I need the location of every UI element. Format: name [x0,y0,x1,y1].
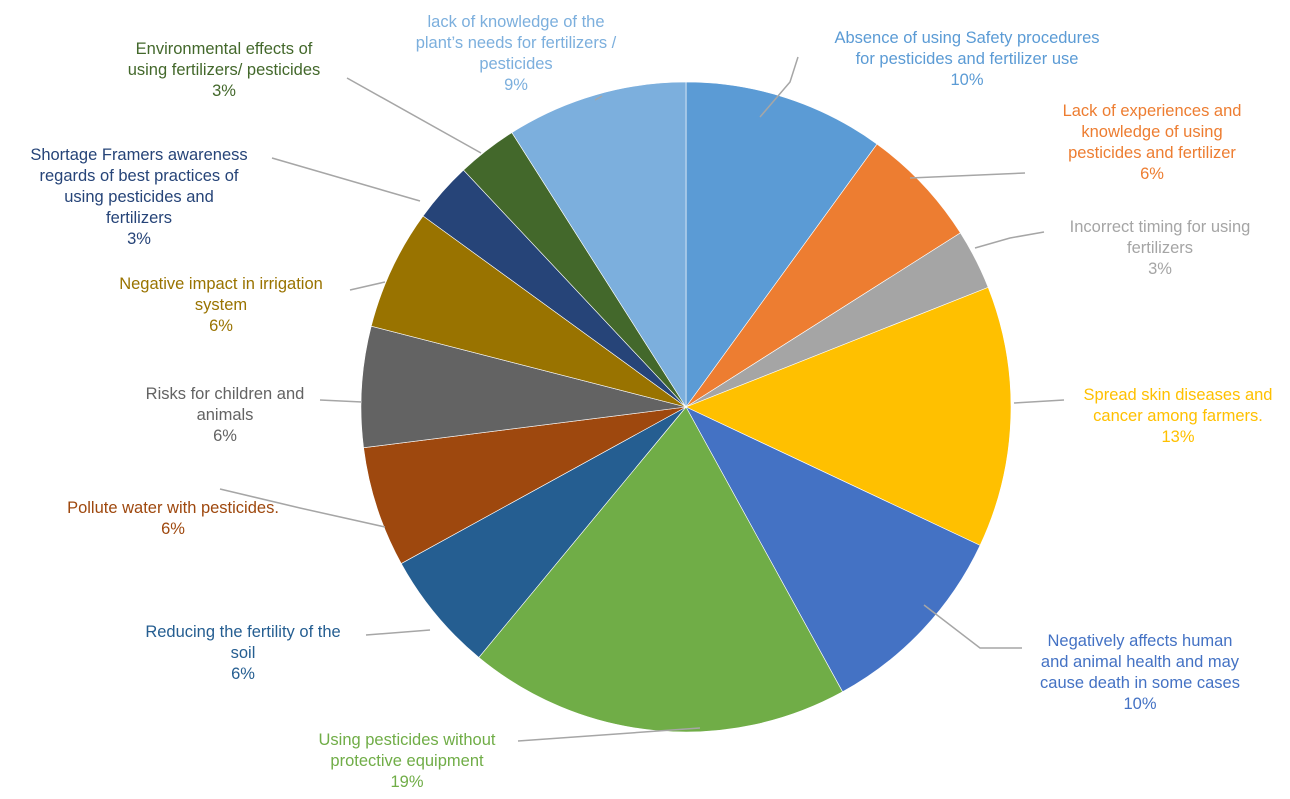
slice-label-line: Negatively affects human [1048,632,1233,650]
slice-value-label: 6% [213,427,237,445]
pie-slice-5 [685,406,981,693]
leader-line-11 [271,157,421,202]
slice-label-13: lack of knowledge of the plant’s needs fo… [416,13,617,94]
slice-label-line: Negative impact in irrigation [119,275,323,293]
slice-label-line: fertilizers [1127,239,1193,257]
pie-slice-10 [370,215,687,408]
slice-label-line: for pesticides and fertilizer use [856,50,1079,68]
slice-labels: Absence of using Safety procedures for pe… [30,13,1272,791]
slice-label-line: protective equipment [330,752,484,770]
slice-label-11: Shortage Framers awareness regards of bes… [30,146,247,248]
slice-value-label: 6% [209,317,233,335]
slice-value-label: 6% [1140,165,1164,183]
pie-slice-4 [685,286,1012,546]
pie-slice-13 [511,81,687,409]
slice-label-line: Environmental effects of [136,40,313,58]
pie-slice-8 [363,406,687,564]
slice-label-line: Incorrect timing for using [1070,218,1251,236]
slice-label-line: Pollute water with pesticides. [67,499,279,517]
slice-label-line: and animal health and may [1041,653,1240,671]
slice-value-label: 3% [127,230,151,248]
leader-line-6 [517,727,701,742]
slice-label-line: using pesticides and [64,188,214,206]
leader-line-5 [923,604,1022,649]
leader-line-2 [909,172,1026,179]
slice-label-8: Pollute water with pesticides. 6% [67,499,279,538]
slice-label-7: Reducing the fertility of the soil 6% [145,623,340,683]
slice-label-line: Using pesticides without [318,731,495,749]
slice-label-line: Risks for children and [146,385,305,403]
slice-value-label: 10% [1123,695,1156,713]
slice-label-line: Reducing the fertility of the [145,623,340,641]
slice-label-6: Using pesticides without protective equip… [318,731,495,791]
slice-label-4: Spread skin diseases and cancer among far… [1084,386,1273,446]
slice-label-line: Absence of using Safety procedures [834,29,1099,47]
leader-lines [219,56,1065,742]
slice-value-label: 6% [231,665,255,683]
leader-line-8 [219,488,386,528]
pie-slice-9 [360,325,687,449]
slice-label-line: system [195,296,247,314]
slice-value-label: 3% [212,82,236,100]
slice-value-label: 3% [1148,260,1172,278]
slice-value-label: 13% [1161,428,1194,446]
slice-label-line: plant’s needs for fertilizers / [416,34,617,52]
slice-label-line: knowledge of using [1081,123,1222,141]
leader-line-9 [319,399,363,403]
slice-label-12: Environmental effects of using fertilizer… [128,40,321,100]
slice-value-label: 19% [390,773,423,791]
leader-line-4 [1013,399,1065,404]
leader-line-10 [349,281,386,291]
slice-label-line: pesticides [479,55,552,73]
slice-label-line: Shortage Framers awareness [30,146,247,164]
leader-line-1 [759,56,799,118]
slice-label-line: Lack of experiences and [1063,102,1242,120]
pie-slice-7 [400,406,687,658]
slice-label-line: Spread skin diseases and [1084,386,1273,404]
pie-slice-2 [685,143,961,408]
slice-label-line: using fertilizers/ pesticides [128,61,321,79]
leader-line-12 [346,77,482,154]
slice-label-line: pesticides and fertilizer [1068,144,1236,162]
slice-label-line: animals [197,406,254,424]
slice-label-2: Lack of experiences and knowledge of usin… [1063,102,1242,183]
slice-label-line: cancer among farmers. [1093,407,1263,425]
slice-value-label: 6% [161,520,185,538]
slice-label-line: cause death in some cases [1040,674,1240,692]
slice-value-label: 10% [950,71,983,89]
leader-line-3 [974,231,1045,249]
slice-label-5: Negatively affects human and animal healt… [1040,632,1240,713]
slice-label-10: Negative impact in irrigation system 6% [119,275,323,335]
slice-value-label: 9% [504,76,528,94]
slice-label-line: lack of knowledge of the [427,13,604,31]
leader-line-13 [594,95,603,101]
slice-label-line: fertilizers [106,209,172,227]
leader-line-7 [365,629,431,636]
pie-slice-1 [685,81,878,408]
slice-label-1: Absence of using Safety procedures for pe… [834,29,1099,89]
slice-label-3: Incorrect timing for using fertilizers 3% [1070,218,1251,278]
slice-label-line: regards of best practices of [39,167,238,185]
slice-label-9: Risks for children and animals 6% [146,385,305,445]
slice-label-line: soil [231,644,256,662]
pie-slices [360,81,1012,733]
